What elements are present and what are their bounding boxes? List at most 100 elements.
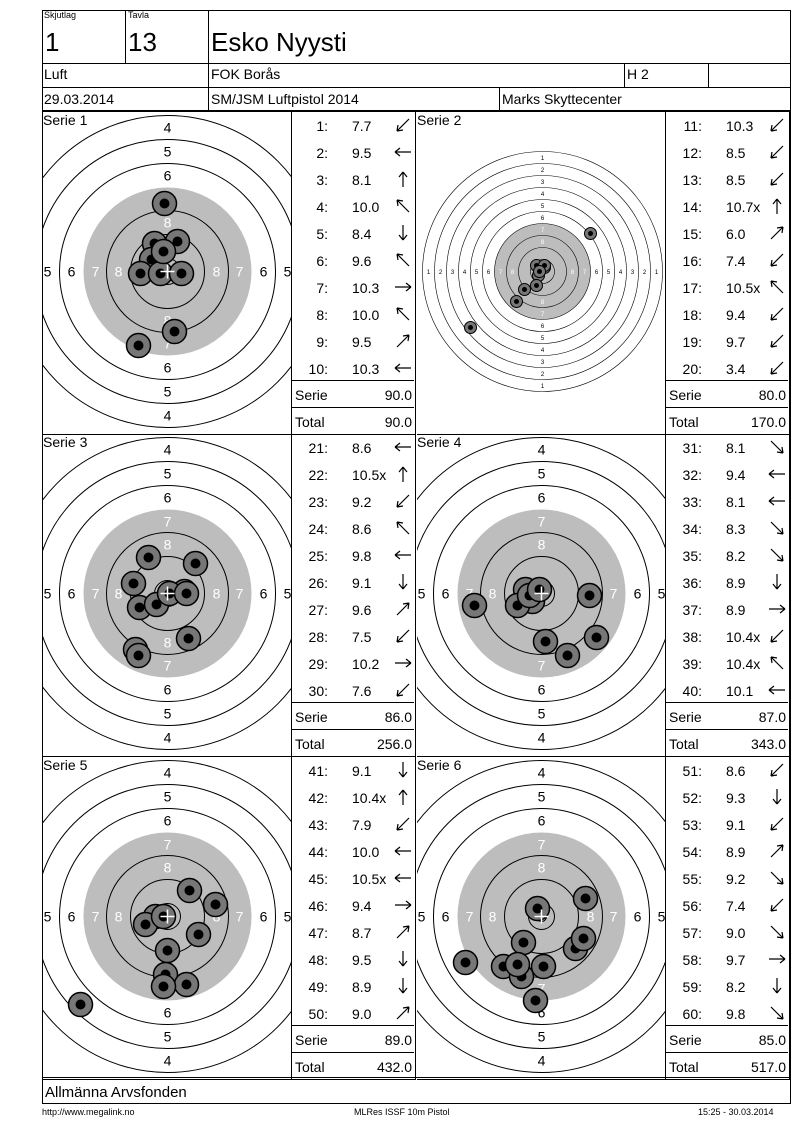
ring-number: 8 [164, 860, 172, 876]
shot-value: 9.7 [726, 334, 746, 350]
shot-row: 5: 8.4 [292, 220, 414, 247]
shot-number: 10: [308, 361, 328, 377]
ring-number: 7 [610, 586, 618, 602]
sponsor: Allmänna Arvsfonden [45, 1084, 187, 1101]
ring-number: 7 [236, 264, 244, 280]
shot-number: 60: [682, 1006, 702, 1022]
shot-number: 26: [308, 575, 328, 591]
shot-core [162, 945, 173, 956]
shot-number: 35: [682, 548, 702, 564]
shot-core [193, 929, 204, 940]
shot-number: 17: [682, 280, 702, 296]
ring-5 [417, 784, 665, 1049]
shot-row: 44: 10.0 [292, 838, 414, 865]
shot-number: 47: [308, 925, 328, 941]
shot-value: 9.3 [726, 790, 746, 806]
shot-value: 10.3 [352, 280, 380, 296]
shot-row: 52: 9.3 [666, 784, 788, 811]
shot-value: 10.0 [352, 199, 380, 215]
shot-number: 40: [682, 683, 702, 699]
arrow-sw-icon [770, 817, 784, 831]
shot-core [540, 636, 551, 647]
shot-value: 9.7 [726, 952, 746, 968]
shot-row: 6: 9.6 [292, 247, 414, 274]
shot-value: 8.6 [352, 521, 372, 537]
ring-number: 4 [164, 120, 172, 136]
shot-value: 10.1 [726, 683, 754, 699]
shot-number: 21: [308, 440, 328, 456]
shot-row: 32: 9.4 [666, 461, 788, 488]
total-label: Total [295, 1059, 325, 1075]
shot-row: 57: 9.0 [666, 919, 788, 946]
total-row: Total 517.0 [666, 1052, 788, 1080]
ring-number: 7 [164, 336, 172, 352]
ring-number: 6 [634, 909, 642, 925]
shot-row: 1: 7.7 [292, 112, 414, 139]
shot-row: 56: 7.4 [666, 892, 788, 919]
total-row: Total 256.0 [292, 729, 414, 757]
ring-number: 7 [92, 264, 100, 280]
total-label: Total [295, 736, 325, 752]
ring-number: 6 [68, 264, 76, 280]
shot-value: 10.3 [352, 361, 380, 377]
arrow-n-icon [398, 466, 408, 482]
ring-number: 7 [164, 514, 172, 530]
ring-number: 8 [511, 270, 515, 276]
ring-number: 3 [541, 360, 545, 366]
shot-row: 55: 9.2 [666, 865, 788, 892]
arrow-sw-icon [770, 763, 784, 777]
ring-number: 4 [541, 192, 545, 198]
shot-number: 20: [682, 361, 702, 377]
shot-number: 56: [682, 898, 702, 914]
shot-value: 9.4 [352, 898, 372, 914]
shot-core [512, 959, 523, 970]
total-value: 256.0 [376, 736, 412, 752]
shot-core [460, 957, 471, 968]
arrow-w-icon [394, 363, 411, 373]
shot-row: 54: 8.9 [666, 838, 788, 865]
shot-row: 9: 9.5 [292, 328, 414, 355]
ring-number: 5 [658, 586, 666, 602]
footer-url[interactable]: http://www.megalink.no [42, 1107, 135, 1117]
ring-number: 5 [475, 270, 479, 276]
ring-number: 8 [115, 264, 123, 280]
arrow-ne-icon [770, 226, 784, 240]
shooter-value: 1 [45, 27, 60, 57]
shot-value: 10.4x [726, 629, 761, 645]
shot-core [469, 600, 480, 611]
shot-value: 8.4 [352, 226, 372, 242]
ring-number: 8 [164, 313, 172, 329]
shot-number: 41: [308, 763, 328, 779]
shot-value: 8.3 [726, 521, 746, 537]
ring-number: 5 [164, 1029, 172, 1045]
ring-number: 7 [583, 270, 587, 276]
shot-number: 12: [682, 145, 702, 161]
shot-value: 10.7x [726, 199, 761, 215]
shot-value: 10.5x [352, 871, 387, 887]
ring-8 [106, 532, 229, 655]
ring-number: 7 [466, 586, 474, 602]
arrow-n-icon [772, 198, 782, 214]
center-cross [160, 264, 175, 279]
shot-row: 39: 10.4x [666, 650, 788, 677]
ring-number: 6 [634, 586, 642, 602]
ring-6 [433, 485, 650, 702]
shooter-name: Esko Nyysti [211, 27, 347, 57]
shot-value: 10.2 [352, 656, 380, 672]
ring-number: 5 [538, 706, 546, 722]
shot-row: 13: 8.5 [666, 166, 788, 193]
shot-number: 6: [316, 253, 328, 269]
ring-8 [480, 532, 603, 655]
arrow-ne-icon [770, 844, 784, 858]
shot-core [534, 283, 539, 288]
series-sum-value: 85.0 [758, 1032, 786, 1048]
shot-number: 2: [316, 145, 328, 161]
ring-number: 6 [164, 490, 172, 506]
arrow-w-icon [768, 496, 785, 506]
shot-core [518, 937, 529, 948]
ring-number: 7 [236, 909, 244, 925]
series-label: Serie 6 [417, 757, 462, 773]
